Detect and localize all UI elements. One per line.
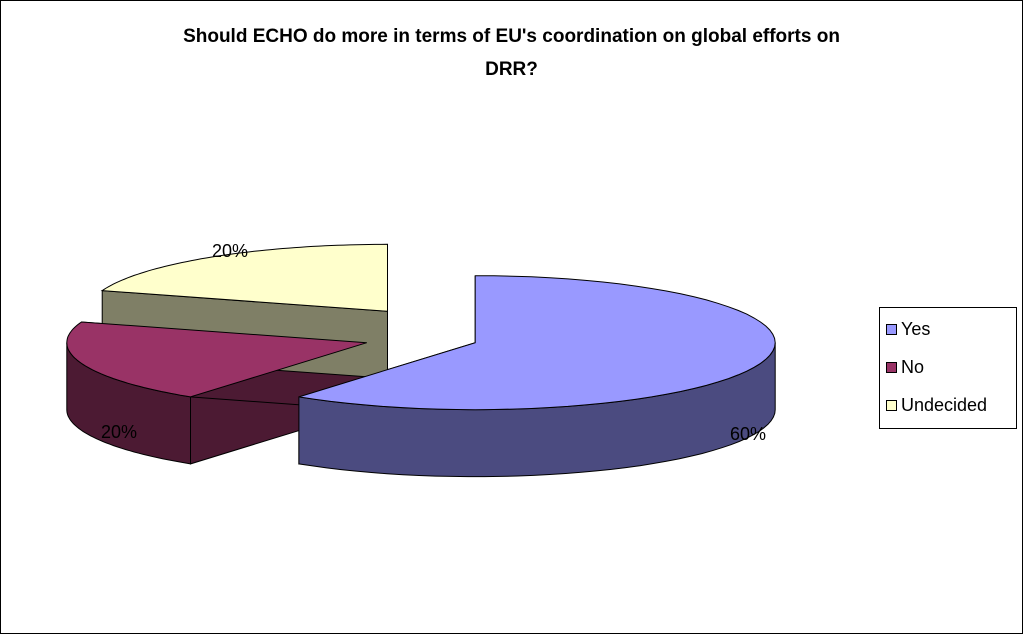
data-label-no: 20%	[101, 422, 137, 442]
chart-title-line-2: DRR?	[485, 59, 538, 80]
legend-label-yes: Yes	[901, 318, 931, 339]
slice-undecided	[100, 243, 388, 312]
legend-item-yes: Yes	[886, 317, 930, 341]
legend-label-undecided: Undecided	[901, 394, 988, 415]
legend-item-undecided: Undecided	[886, 393, 987, 417]
data-label-yes: 60%	[730, 424, 766, 444]
data-label-undecided: 20%	[212, 241, 248, 261]
legend-swatch-yes	[886, 323, 897, 335]
chart-legend: Yes No Undecided	[879, 307, 1017, 429]
legend-label-no: No	[901, 356, 925, 377]
slice-no	[66, 321, 367, 398]
chart-title: Should ECHO do more in terms of EU's coo…	[0, 20, 1023, 86]
slice-yes	[298, 275, 776, 411]
legend-swatch-undecided	[886, 399, 897, 411]
legend-swatch-no	[886, 361, 897, 373]
legend-item-no: No	[886, 355, 924, 379]
chart-title-line-1: Should ECHO do more in terms of EU's coo…	[183, 26, 840, 47]
